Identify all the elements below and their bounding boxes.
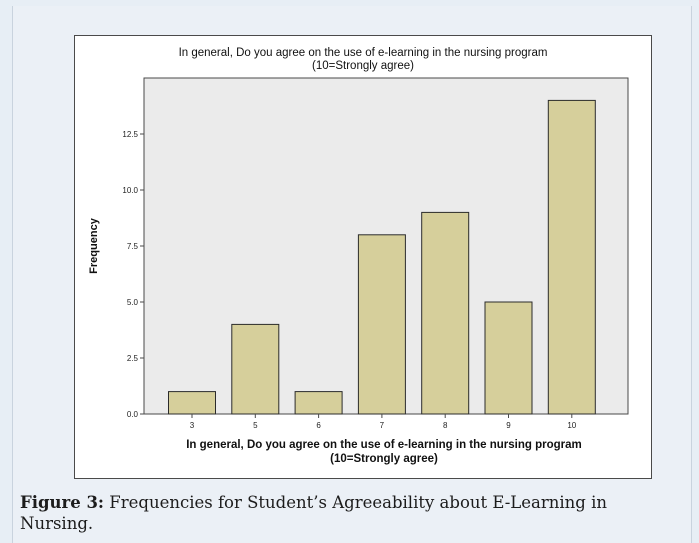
x-tick-label: 3: [190, 421, 195, 430]
x-tick-label: 5: [253, 421, 258, 430]
x-tick-label: 6: [316, 421, 321, 430]
x-tick-label: 9: [506, 421, 511, 430]
x-tick-label: 7: [380, 421, 385, 430]
figure-caption: Figure 3: Frequencies for Student’s Agre…: [20, 492, 680, 534]
x-tick-label: 10: [567, 421, 576, 430]
x-axis-label-line1: In general, Do you agree on the use of e…: [186, 439, 582, 451]
y-tick-label: 2.5: [127, 354, 139, 363]
bar-8: [421, 211, 470, 415]
bar-6: [294, 391, 343, 415]
x-tick-label: 8: [443, 421, 448, 430]
figure-caption-label: Figure 3:: [20, 493, 105, 512]
chart-title: In general, Do you agree on the use of e…: [70, 47, 656, 73]
y-tick-label: 5.0: [127, 298, 139, 307]
chart-title-line2: (10=Strongly agree): [312, 60, 414, 72]
y-tick-label: 0.0: [127, 410, 139, 419]
figure-caption-text: Frequencies for Student’s Agreeability a…: [20, 493, 607, 533]
bar-7: [357, 234, 406, 415]
bar-5: [231, 323, 280, 415]
bar-9: [484, 301, 533, 415]
bar-10: [547, 99, 596, 415]
bar-3: [168, 391, 216, 415]
y-axis-label: Frequency: [88, 217, 100, 274]
y-tick-label: 12.5: [122, 130, 138, 139]
y-tick-label: 7.5: [127, 242, 139, 251]
x-axis-label-line2: (10=Strongly agree): [330, 453, 438, 465]
chart-title-line1: In general, Do you agree on the use of e…: [178, 47, 548, 59]
y-tick-label: 10.0: [122, 186, 138, 195]
